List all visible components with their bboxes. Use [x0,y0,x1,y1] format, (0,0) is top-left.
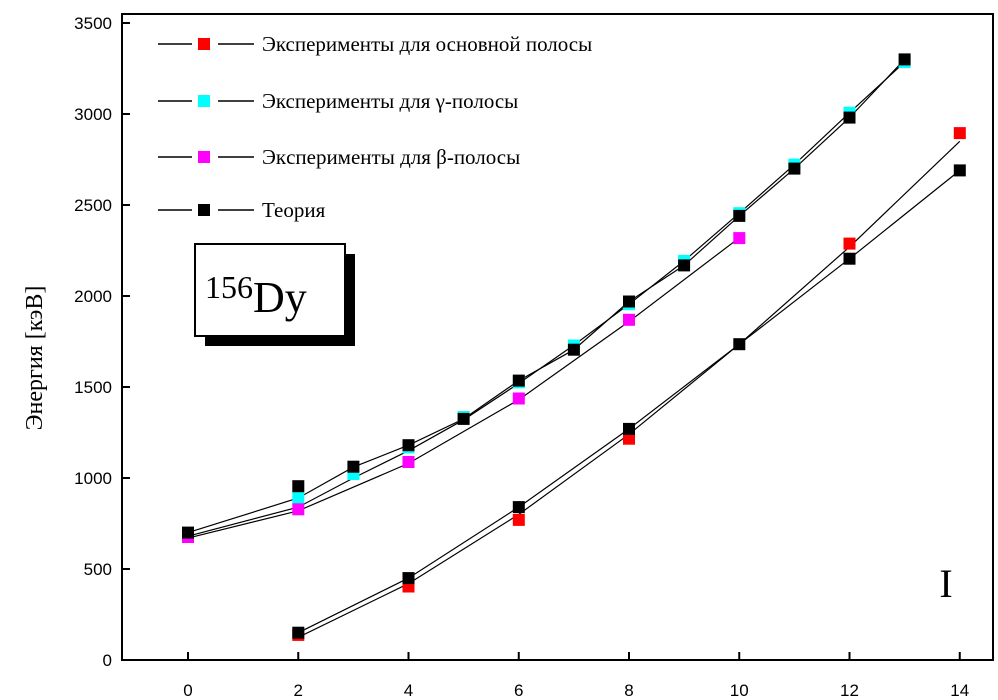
nucleus-symbol: Dy [253,273,307,322]
legend: Эксперименты для основной полосы Эксперим… [158,32,592,222]
data-point-series-4 [512,374,525,387]
x-tick-label: 4 [404,681,413,700]
x-tick-label: 14 [950,681,969,700]
data-point-series-4 [733,209,746,222]
legend-label: Эксперименты для основной полосы [262,32,592,56]
nucleus-label-box [194,243,346,337]
data-point-series-4 [457,412,470,425]
data-point-series-1 [623,432,635,445]
data-point-series-3 [292,503,305,516]
legend-label: Экcперименты для β-полосы [262,145,520,169]
data-point-series-1 [512,513,525,526]
band-label: I [939,561,952,606]
data-point-series-4 [733,338,746,351]
data-point-series-4 [567,343,580,356]
data-point-series-4 [292,480,305,493]
data-point-series-4 [623,422,635,435]
data-point-series-4 [953,164,966,177]
y-tick-label: 2500 [74,196,112,215]
data-point-series-3 [402,456,415,468]
data-point-series-4 [402,439,415,452]
y-tick-label: 3000 [74,105,112,124]
legend-marker [198,38,210,50]
data-point-series-4 [292,626,305,639]
data-point-series-4 [843,252,856,265]
legend-label: Эксперименты для γ-полосы [262,89,518,113]
x-tick-label: 10 [730,681,749,700]
data-point-series-4 [512,501,525,514]
y-tick-label: 3500 [74,14,112,33]
plot-frame [121,13,994,661]
data-point-series-4 [898,53,911,66]
data-point-series-4 [182,526,194,539]
y-axis-ticks: 0 500 1000 1500 2000 2500 3000 3500 [74,14,130,670]
data-point-series-3 [623,313,635,326]
y-tick-label: 1000 [74,469,112,488]
data-point-series-4 [678,259,691,272]
y-tick-label: 500 [84,560,112,579]
x-axis-ticks: 0 2 4 6 8 10 12 14 [183,652,969,700]
data-point-series-4 [843,111,856,124]
y-tick-label: 1500 [74,378,112,397]
y-tick-label: 2000 [74,287,112,306]
x-tick-label: 6 [514,681,523,700]
data-point-series-4 [402,572,415,585]
data-points [182,53,966,641]
theory-curve-5 [187,237,740,539]
legend-label: Теория [262,198,326,222]
x-tick-label: 0 [183,681,192,700]
data-point-series-3 [512,392,525,405]
nucleus-label-text: 156Dy [205,269,307,322]
data-point-series-2 [292,492,305,504]
data-point-series-1 [953,127,966,140]
x-tick-label: 12 [840,681,859,700]
y-tick-label: 0 [103,651,112,670]
data-point-series-1 [843,237,856,250]
nucleus-label: 156Dy [194,243,355,346]
x-tick-label: 2 [294,681,303,700]
legend-marker [198,204,210,216]
legend-marker [198,151,210,163]
x-tick-label: 8 [624,681,633,700]
nucleus-mass: 156 [205,269,253,305]
data-point-series-3 [733,232,746,245]
data-point-series-4 [788,162,801,175]
data-point-series-4 [623,295,635,308]
data-point-series-4 [347,460,360,473]
legend-marker [198,95,210,107]
y-axis-label: Энергия [кэВ] [22,286,48,431]
